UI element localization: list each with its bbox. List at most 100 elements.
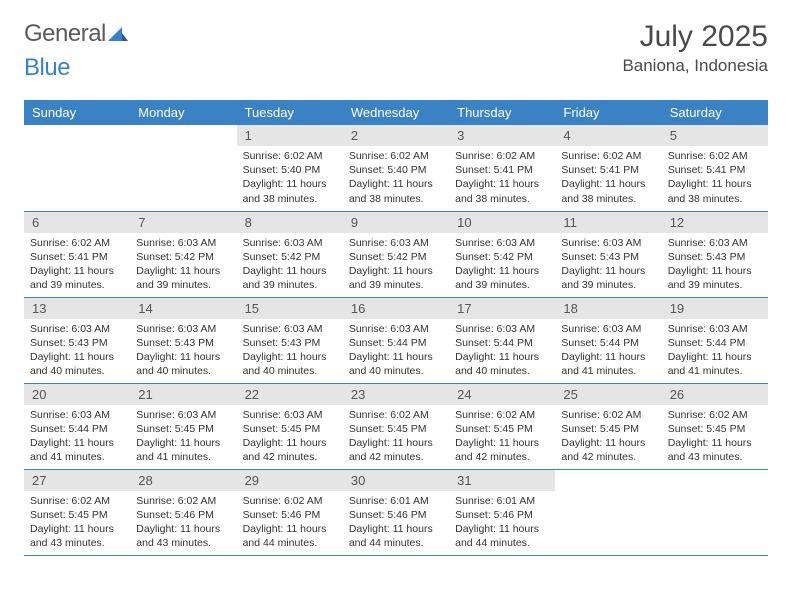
daylight-text: Daylight: 11 hours and 42 minutes. <box>243 436 337 464</box>
sunset-text: Sunset: 5:45 PM <box>561 422 655 436</box>
day-number: 25 <box>555 384 661 405</box>
day-content: Sunrise: 6:03 AMSunset: 5:43 PMDaylight:… <box>24 319 130 383</box>
sunrise-text: Sunrise: 6:02 AM <box>561 408 655 422</box>
brand-name: General Blue <box>24 20 128 82</box>
day-content: Sunrise: 6:02 AMSunset: 5:41 PMDaylight:… <box>449 146 555 210</box>
calendar-day-cell: 30Sunrise: 6:01 AMSunset: 5:46 PMDayligh… <box>343 469 449 555</box>
day-content: Sunrise: 6:03 AMSunset: 5:44 PMDaylight:… <box>24 405 130 469</box>
calendar-week-row: 1Sunrise: 6:02 AMSunset: 5:40 PMDaylight… <box>24 125 768 211</box>
sunset-text: Sunset: 5:45 PM <box>455 422 549 436</box>
day-content: Sunrise: 6:03 AMSunset: 5:44 PMDaylight:… <box>343 319 449 383</box>
day-content: Sunrise: 6:02 AMSunset: 5:45 PMDaylight:… <box>555 405 661 469</box>
sunrise-text: Sunrise: 6:02 AM <box>136 494 230 508</box>
day-content: Sunrise: 6:02 AMSunset: 5:46 PMDaylight:… <box>237 491 343 555</box>
day-content: Sunrise: 6:03 AMSunset: 5:42 PMDaylight:… <box>130 233 236 297</box>
calendar-day-cell: 31Sunrise: 6:01 AMSunset: 5:46 PMDayligh… <box>449 469 555 555</box>
day-number: 21 <box>130 384 236 405</box>
sunset-text: Sunset: 5:45 PM <box>136 422 230 436</box>
brand-word-1: General <box>24 20 106 47</box>
calendar-day-cell: 25Sunrise: 6:02 AMSunset: 5:45 PMDayligh… <box>555 383 661 469</box>
day-content: Sunrise: 6:02 AMSunset: 5:45 PMDaylight:… <box>449 405 555 469</box>
day-content: Sunrise: 6:02 AMSunset: 5:45 PMDaylight:… <box>24 491 130 555</box>
sunset-text: Sunset: 5:43 PM <box>30 336 124 350</box>
calendar-day-cell: 3Sunrise: 6:02 AMSunset: 5:41 PMDaylight… <box>449 125 555 211</box>
day-content: Sunrise: 6:02 AMSunset: 5:46 PMDaylight:… <box>130 491 236 555</box>
sunset-text: Sunset: 5:42 PM <box>455 250 549 264</box>
calendar-week-row: 6Sunrise: 6:02 AMSunset: 5:41 PMDaylight… <box>24 211 768 297</box>
sunset-text: Sunset: 5:42 PM <box>243 250 337 264</box>
day-number: 2 <box>343 125 449 146</box>
day-number: 28 <box>130 470 236 491</box>
calendar-day-cell: 2Sunrise: 6:02 AMSunset: 5:40 PMDaylight… <box>343 125 449 211</box>
daylight-text: Daylight: 11 hours and 38 minutes. <box>243 177 337 205</box>
daylight-text: Daylight: 11 hours and 44 minutes. <box>455 522 549 550</box>
sunrise-text: Sunrise: 6:02 AM <box>243 149 337 163</box>
sunrise-text: Sunrise: 6:01 AM <box>349 494 443 508</box>
daylight-text: Daylight: 11 hours and 38 minutes. <box>349 177 443 205</box>
calendar-day-cell: 24Sunrise: 6:02 AMSunset: 5:45 PMDayligh… <box>449 383 555 469</box>
sunrise-text: Sunrise: 6:03 AM <box>136 408 230 422</box>
day-number: 29 <box>237 470 343 491</box>
calendar-week-row: 27Sunrise: 6:02 AMSunset: 5:45 PMDayligh… <box>24 469 768 555</box>
title-block: July 2025 Baniona, Indonesia <box>622 20 768 76</box>
day-number: 13 <box>24 298 130 319</box>
sunset-text: Sunset: 5:46 PM <box>243 508 337 522</box>
calendar-day-cell: 15Sunrise: 6:03 AMSunset: 5:43 PMDayligh… <box>237 297 343 383</box>
daylight-text: Daylight: 11 hours and 39 minutes. <box>561 264 655 292</box>
sunrise-text: Sunrise: 6:03 AM <box>243 408 337 422</box>
day-number: 5 <box>662 125 768 146</box>
brand-logo: General Blue <box>24 20 128 82</box>
month-title: July 2025 <box>622 20 768 54</box>
daylight-text: Daylight: 11 hours and 42 minutes. <box>455 436 549 464</box>
sunset-text: Sunset: 5:45 PM <box>30 508 124 522</box>
sunrise-text: Sunrise: 6:03 AM <box>243 236 337 250</box>
day-content: Sunrise: 6:01 AMSunset: 5:46 PMDaylight:… <box>449 491 555 555</box>
sunset-text: Sunset: 5:42 PM <box>136 250 230 264</box>
calendar-day-cell: 4Sunrise: 6:02 AMSunset: 5:41 PMDaylight… <box>555 125 661 211</box>
day-header: Thursday <box>449 100 555 125</box>
day-content: Sunrise: 6:03 AMSunset: 5:43 PMDaylight:… <box>237 319 343 383</box>
daylight-text: Daylight: 11 hours and 41 minutes. <box>561 350 655 378</box>
day-number: 30 <box>343 470 449 491</box>
day-number: 24 <box>449 384 555 405</box>
sunrise-text: Sunrise: 6:02 AM <box>30 236 124 250</box>
calendar-day-cell: 23Sunrise: 6:02 AMSunset: 5:45 PMDayligh… <box>343 383 449 469</box>
day-number: 10 <box>449 212 555 233</box>
sunset-text: Sunset: 5:41 PM <box>668 163 762 177</box>
daylight-text: Daylight: 11 hours and 39 minutes. <box>30 264 124 292</box>
sunset-text: Sunset: 5:46 PM <box>136 508 230 522</box>
day-number: 7 <box>130 212 236 233</box>
calendar-day-cell: 8Sunrise: 6:03 AMSunset: 5:42 PMDaylight… <box>237 211 343 297</box>
calendar-day-cell: 6 Sunrise: 6:02 AMSunset: 5:41 PMDaylight… <box>24 211 130 297</box>
sunset-text: Sunset: 5:41 PM <box>30 250 124 264</box>
sunrise-text: Sunrise: 6:03 AM <box>561 322 655 336</box>
daylight-text: Daylight: 11 hours and 44 minutes. <box>243 522 337 550</box>
day-content: Sunrise: 6:02 AMSunset: 5:40 PMDaylight:… <box>237 146 343 210</box>
daylight-text: Daylight: 11 hours and 43 minutes. <box>136 522 230 550</box>
calendar-day-cell: 12Sunrise: 6:03 AMSunset: 5:43 PMDayligh… <box>662 211 768 297</box>
sunset-text: Sunset: 5:43 PM <box>668 250 762 264</box>
day-number <box>24 125 130 131</box>
location: Baniona, Indonesia <box>622 56 768 76</box>
calendar-day-cell: 1Sunrise: 6:02 AMSunset: 5:40 PMDaylight… <box>237 125 343 211</box>
day-content: Sunrise: 6:02 AMSunset: 5:40 PMDaylight:… <box>343 146 449 210</box>
day-content: Sunrise: 6:03 AMSunset: 5:44 PMDaylight:… <box>449 319 555 383</box>
sunrise-text: Sunrise: 6:02 AM <box>349 149 443 163</box>
daylight-text: Daylight: 11 hours and 39 minutes. <box>136 264 230 292</box>
sunrise-text: Sunrise: 6:02 AM <box>668 149 762 163</box>
day-number: 6 <box>24 212 130 233</box>
sunrise-text: Sunrise: 6:02 AM <box>349 408 443 422</box>
daylight-text: Daylight: 11 hours and 42 minutes. <box>561 436 655 464</box>
day-number: 1 <box>237 125 343 146</box>
day-number: 19 <box>662 298 768 319</box>
daylight-text: Daylight: 11 hours and 42 minutes. <box>349 436 443 464</box>
sunrise-text: Sunrise: 6:03 AM <box>668 236 762 250</box>
brand-word-2: Blue <box>24 54 70 81</box>
daylight-text: Daylight: 11 hours and 40 minutes. <box>136 350 230 378</box>
day-content: Sunrise: 6:01 AMSunset: 5:46 PMDaylight:… <box>343 491 449 555</box>
day-number: 9 <box>343 212 449 233</box>
day-content: Sunrise: 6:03 AMSunset: 5:44 PMDaylight:… <box>555 319 661 383</box>
day-number: 8 <box>237 212 343 233</box>
sunrise-text: Sunrise: 6:03 AM <box>455 236 549 250</box>
day-number: 15 <box>237 298 343 319</box>
